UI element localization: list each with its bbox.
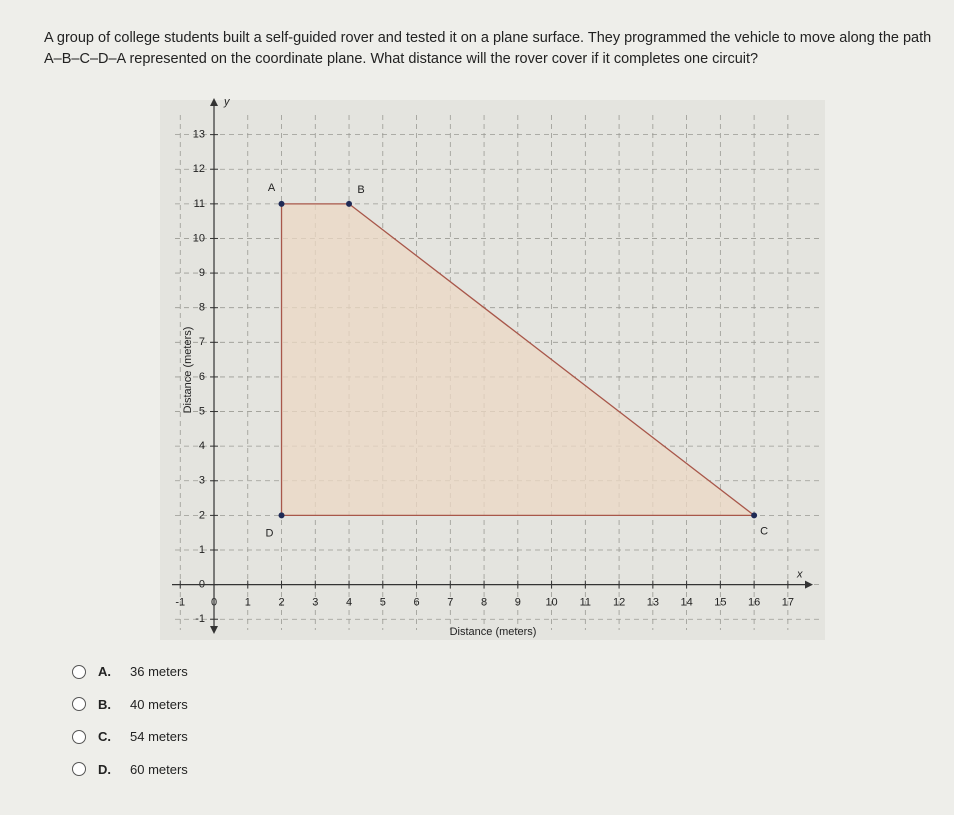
option-text: 36 meters — [130, 664, 188, 679]
chart: -101234567891011121314151617-10123456789… — [160, 96, 825, 640]
point — [278, 200, 285, 207]
y-tick-label: 9 — [199, 267, 205, 279]
arrow — [210, 98, 219, 106]
x-tick-label: 1 — [245, 597, 251, 609]
option-text: 60 meters — [130, 761, 188, 777]
point-label: C — [760, 525, 768, 537]
option-letter: C. — [98, 729, 111, 744]
y-tick-label: 6 — [199, 371, 205, 383]
x-tick-label: 9 — [515, 597, 521, 609]
y-tick-label: 13 — [193, 129, 205, 141]
x-tick-label: 2 — [278, 597, 284, 609]
point-label: A — [268, 182, 276, 194]
y-tick-label: 11 — [194, 198, 205, 210]
y-tick-label: 3 — [199, 475, 205, 487]
y-tick-label: 8 — [199, 302, 205, 314]
option-text: 40 meters — [130, 696, 188, 712]
option-letter: D. — [98, 761, 111, 777]
x-tick-label: 11 — [580, 597, 591, 609]
point — [751, 512, 758, 519]
option: C. 54 meters — [72, 729, 188, 744]
x-tick-label: 6 — [413, 597, 419, 609]
option: A. 36 meters — [72, 664, 188, 679]
x-axis-name: x — [796, 569, 803, 581]
x-tick-label: 17 — [782, 597, 794, 609]
x-tick-label: 3 — [312, 597, 318, 609]
y-tick-label: 7 — [199, 336, 205, 348]
x-tick-label: -1 — [175, 597, 185, 609]
question: A group of college students built a self… — [44, 30, 932, 67]
point-label: D — [266, 527, 274, 539]
x-tick-label: 16 — [748, 597, 760, 609]
x-tick-label: 4 — [346, 597, 352, 609]
x-tick-label: 10 — [545, 597, 557, 609]
x-tick-label: 14 — [680, 597, 692, 609]
y-tick-label: 2 — [199, 509, 205, 521]
point-label: B — [357, 184, 364, 196]
x-tick-label: 7 — [447, 597, 453, 609]
option-letter: B. — [98, 696, 111, 712]
arrow — [805, 580, 813, 589]
radio-button[interactable] — [72, 729, 86, 744]
radio-button[interactable] — [72, 697, 86, 711]
radio-button[interactable] — [72, 664, 86, 679]
y-axis-name: y — [223, 96, 231, 108]
y-tick-label: -1 — [195, 613, 205, 625]
y-tick-label: 4 — [199, 440, 205, 452]
option: D. 60 meters — [72, 762, 188, 777]
x-tick-label: 13 — [647, 597, 659, 609]
x-tick-label: 12 — [613, 597, 625, 609]
option-letter: A. — [98, 664, 111, 679]
x-tick-label: 15 — [714, 597, 726, 609]
y-tick-label: 10 — [193, 232, 205, 244]
x-tick-label: 5 — [380, 597, 386, 609]
y-tick-label: 12 — [193, 163, 205, 175]
y-tick-label: 5 — [199, 405, 205, 417]
x-tick-label: 8 — [481, 597, 487, 609]
y-tick-label: 1 — [199, 544, 205, 556]
point — [346, 200, 353, 207]
x-axis-label: Distance (meters) — [450, 626, 537, 638]
option-text: 54 meters — [130, 729, 188, 744]
arrow — [210, 626, 219, 634]
radio-button[interactable] — [72, 762, 86, 776]
option: B. 40 meters — [72, 697, 188, 712]
point — [278, 512, 285, 519]
y-axis-label: Distance (meters) — [182, 327, 194, 414]
